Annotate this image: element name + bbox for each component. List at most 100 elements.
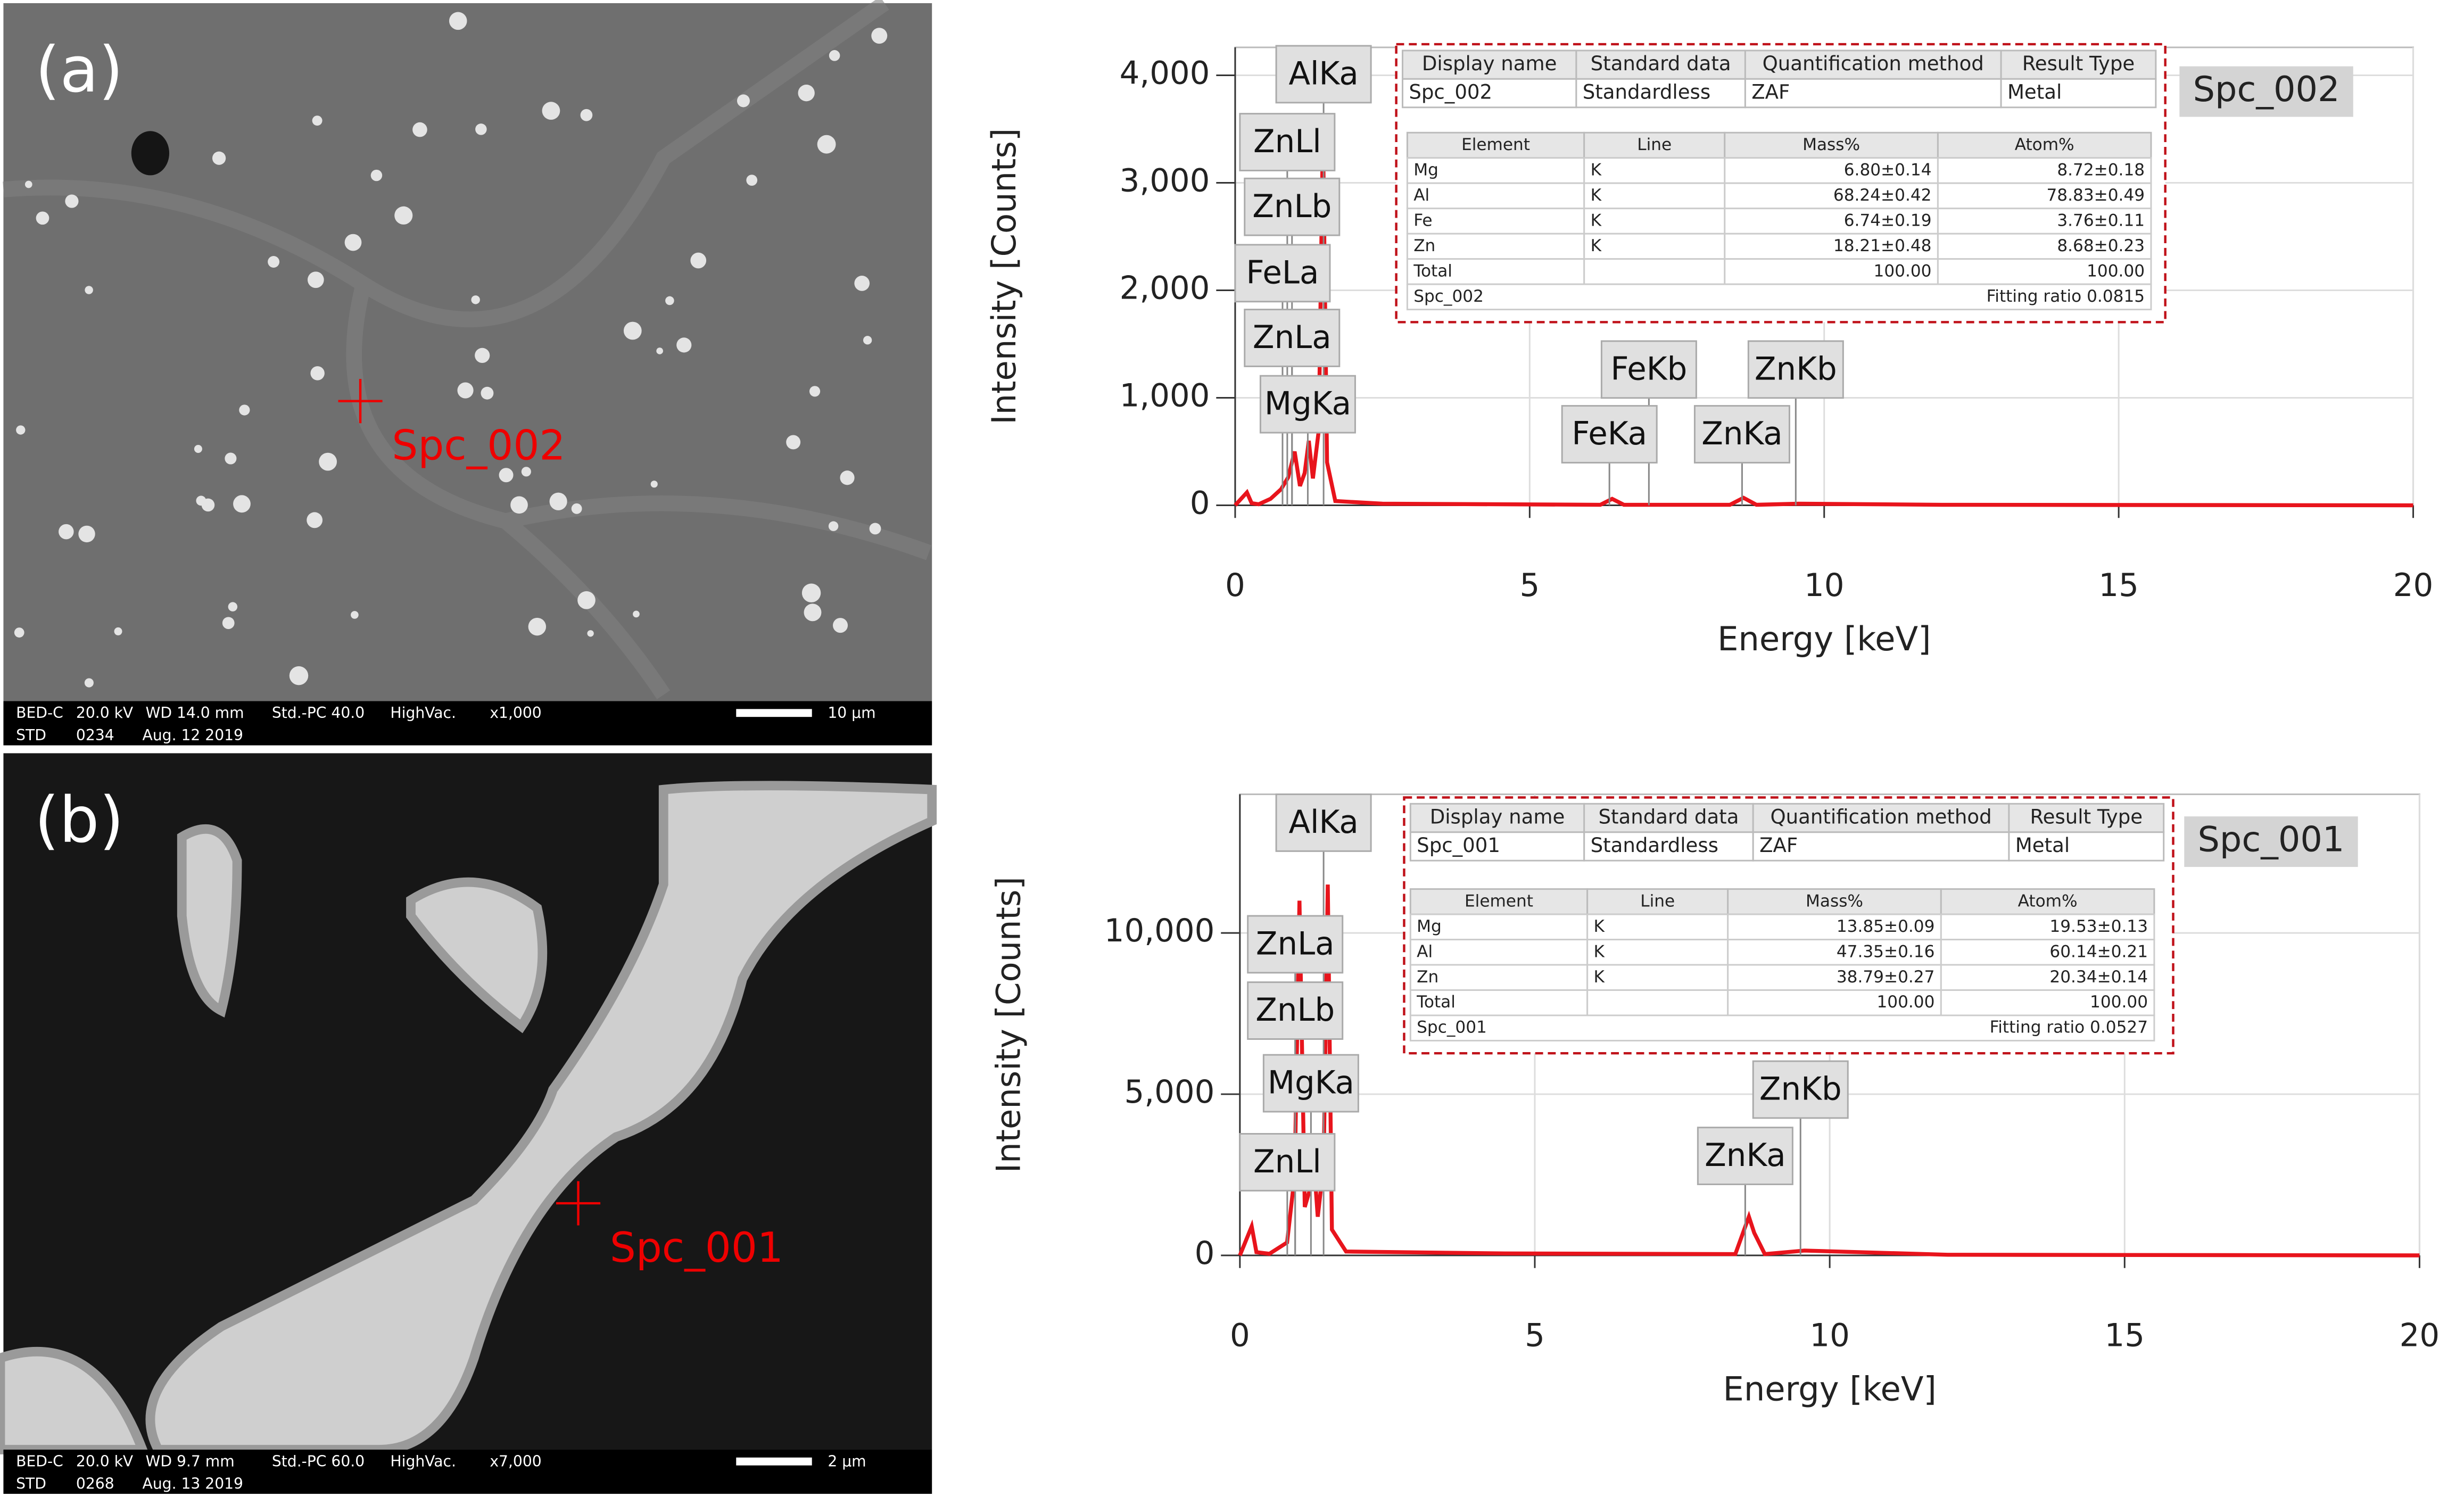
cell-text: 8.72±0.18: [2057, 160, 2145, 179]
particle: [212, 151, 226, 165]
particle: [78, 525, 95, 543]
y-tick-label: 10,000: [1104, 912, 1215, 949]
cell-text: K: [1594, 967, 1606, 987]
info-text: 0268: [76, 1475, 114, 1492]
cell: [1583, 233, 1726, 260]
particle: [225, 452, 237, 465]
info-text: x1,000: [490, 704, 541, 722]
intermetallic-phase: [406, 877, 548, 1033]
peak-label: MgKa: [1264, 385, 1351, 422]
cell-text: Total: [1416, 993, 1456, 1012]
info-text: STD: [16, 1475, 46, 1492]
peak-label: AlKa: [1288, 55, 1358, 92]
cell: [1586, 964, 1729, 991]
x-tick-label: 0: [1230, 1317, 1250, 1353]
particle: [351, 611, 359, 619]
info-bar: [3, 701, 932, 746]
cell-text: Al: [1413, 186, 1429, 205]
particle: [194, 445, 202, 453]
particle: [690, 252, 707, 269]
info-text: HighVac.: [390, 704, 456, 722]
point-label: Spc_002: [392, 422, 565, 470]
cell: [1406, 208, 1585, 235]
footer-fit: Fitting ratio 0.0527: [1990, 1018, 2148, 1037]
column-header: Display name: [1422, 52, 1557, 75]
cell: [1744, 78, 2002, 109]
particle: [59, 524, 74, 540]
cell-text: Standardless: [1591, 834, 1718, 857]
cell-text: 100.00: [2087, 261, 2145, 280]
cell: [1406, 182, 1585, 210]
header-cell: [1409, 888, 1589, 915]
info-text: BED-C: [16, 1453, 63, 1470]
particle: [854, 276, 870, 291]
cell: [1583, 208, 1726, 235]
peak-box: [1600, 340, 1697, 399]
cell-text: 3.76±0.11: [2057, 211, 2145, 230]
cell-text: ZAF: [1751, 81, 1790, 104]
particle: [549, 492, 567, 510]
x-tick-label: 5: [1525, 1317, 1545, 1353]
particle: [36, 211, 49, 225]
peak-label: ZnLl: [1253, 1143, 1321, 1180]
column-header: Standard data: [1591, 52, 1731, 75]
cell: [2008, 831, 2165, 862]
info-text: Aug. 12 2019: [143, 726, 243, 744]
cell-text: 100.00: [1876, 993, 1934, 1012]
peak-box: [1693, 405, 1790, 464]
column-header: Mass%: [1802, 135, 1860, 154]
cell: [1575, 78, 1746, 109]
particle: [786, 435, 801, 450]
point-label: Spc_001: [610, 1224, 783, 1272]
particle: [457, 382, 474, 399]
peak-box: [1561, 405, 1658, 464]
cell: [1940, 964, 2155, 991]
cell: [1724, 182, 1939, 210]
peak-box: [1239, 113, 1336, 171]
cell-text: 6.80±0.14: [1844, 160, 1932, 179]
cell-text: Mg: [1413, 160, 1438, 179]
header-cell: [2008, 803, 2165, 833]
cell: [1940, 913, 2155, 941]
particle: [196, 495, 206, 506]
x-axis-title: Energy [keV]: [1717, 619, 1931, 658]
info-bar: [3, 1449, 932, 1494]
column-header: Result Type: [2022, 52, 2135, 75]
footer-name: Spc_001: [1417, 1018, 1487, 1037]
particle: [746, 175, 758, 186]
panel-label: (b): [35, 783, 124, 857]
y-tick-label: 0: [1190, 485, 1210, 522]
particle: [863, 336, 872, 345]
intermetallic-phase: [177, 824, 242, 1018]
particle: [24, 180, 32, 188]
peak-label: MgKa: [1268, 1064, 1354, 1101]
particle: [65, 194, 79, 208]
particle: [542, 102, 560, 120]
cell-text: 19.53±0.13: [2049, 917, 2148, 936]
cell: [1724, 258, 1939, 285]
peak-label: ZnKb: [1755, 350, 1837, 387]
micrograph: (a) Spc_002 BED-C 20.0 kV WD 14.0 mm Std.-PC …: [3, 0, 932, 746]
cell: [1586, 939, 1729, 966]
peak-box: [1752, 1060, 1849, 1119]
peak-box: [1244, 309, 1341, 367]
particle: [871, 28, 888, 44]
panel-label: (a): [35, 33, 123, 106]
column-header: Line: [1637, 135, 1672, 154]
particle: [676, 337, 692, 353]
info-text: HighVac.: [390, 1453, 456, 1470]
cell-text: Metal: [2015, 834, 2070, 857]
cell-text: Spc_002: [1409, 81, 1492, 104]
peak-label: FeLa: [1246, 254, 1319, 291]
info-text: BED-C: [16, 704, 63, 722]
header-cell: [1724, 131, 1939, 159]
peak-box: [1239, 1133, 1336, 1192]
cell-text: 68.24±0.42: [1833, 186, 1932, 205]
column-header: Mass%: [1806, 891, 1863, 911]
scale-bar: [736, 1457, 812, 1466]
column-header: Atom%: [2015, 135, 2074, 154]
cell-text: K: [1594, 942, 1606, 961]
cell-text: ZAF: [1759, 834, 1798, 857]
header-cell: [1937, 131, 2152, 159]
